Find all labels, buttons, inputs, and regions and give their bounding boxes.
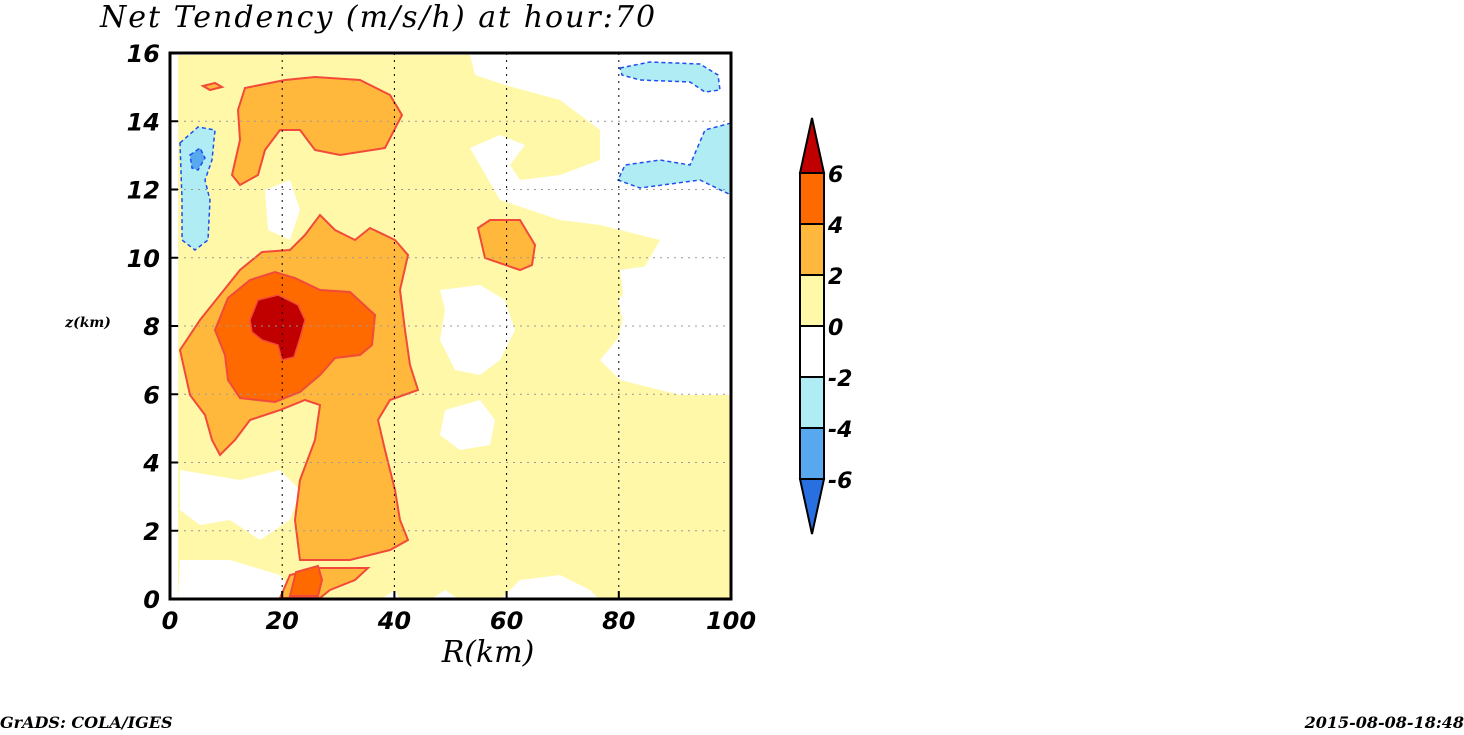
colorbar-label: -2	[828, 367, 852, 392]
y-tick-label: 10	[127, 245, 160, 273]
colorbar-bottom-arrow	[798, 478, 826, 535]
x-tick-label: 100	[706, 607, 756, 635]
fill-4-to-6-surface	[288, 564, 324, 597]
zero-hole-7	[615, 260, 731, 395]
zero-hole-5	[178, 560, 300, 599]
y-axis-label: z(km)	[64, 315, 111, 331]
zero-hole-2	[440, 400, 495, 450]
fill-neg-2-to-4-outer	[616, 122, 731, 196]
colorbar-label: -4	[828, 418, 852, 443]
colorbar-bin	[799, 223, 825, 276]
contour-fills	[178, 55, 731, 599]
y-axis-ticks: 0 2 4 6 8 10 12 14 16	[127, 40, 178, 614]
fill-neg-4-to-6-axis	[189, 146, 206, 171]
colorbar-label: 6	[828, 163, 843, 188]
colorbar-label: -6	[828, 469, 852, 494]
colorbar-bin	[799, 172, 825, 225]
y-tick-label: 0	[143, 586, 160, 614]
x-tick-label: 0	[162, 607, 179, 635]
x-axis-ticks: 0 20 40 60 80 100	[162, 591, 756, 635]
fill-above-6	[249, 294, 306, 361]
colorbar-bin	[799, 376, 825, 429]
zero-hole-4	[180, 470, 300, 540]
x-tick-label: 20	[265, 607, 298, 635]
y-tick-label: 12	[127, 177, 160, 205]
y-tick-label: 6	[143, 381, 160, 409]
x-tick-label: 60	[490, 607, 523, 635]
y-tick-label: 8	[143, 313, 160, 341]
fill-neg-2-to-4-axis	[179, 126, 216, 251]
x-tick-label: 40	[377, 607, 411, 635]
zero-hole-1	[440, 285, 515, 375]
chart-title: Net Tendency (m/s/h) at hour:70	[99, 0, 657, 35]
y-tick-label: 14	[127, 108, 160, 136]
colorbar-top-arrow	[798, 117, 826, 174]
colorbar-label: 4	[827, 214, 843, 239]
colorbar-bin	[799, 325, 825, 378]
colorbar-label: 2	[828, 265, 843, 290]
zero-hole-3	[265, 180, 300, 240]
colorbar-label: 0	[828, 316, 843, 341]
fill-2-to-4-upper	[230, 75, 404, 187]
colorbar-bin	[799, 274, 825, 327]
plot-area: 0 20 40 60 80 100 0 2 4 6 8 10 12 14 16	[127, 40, 756, 635]
y-tick-label: 16	[127, 40, 160, 68]
y-tick-label: 4	[142, 450, 160, 478]
footer-left: GrADS: COLA/IGES	[0, 713, 173, 732]
x-tick-label: 80	[602, 607, 635, 635]
grid-lines	[170, 53, 731, 599]
colorbar-bin	[799, 427, 825, 480]
fill-2-to-4-speck	[200, 81, 225, 92]
colorbar: 6 4 2 0 -2 -4 -6	[798, 117, 852, 535]
y-tick-label: 2	[143, 518, 160, 546]
x-axis-label: R(km)	[441, 635, 535, 670]
fill-neg-2-to-4-outer-top	[619, 61, 721, 93]
footer-right: 2015-08-08-18:48	[1304, 713, 1464, 732]
